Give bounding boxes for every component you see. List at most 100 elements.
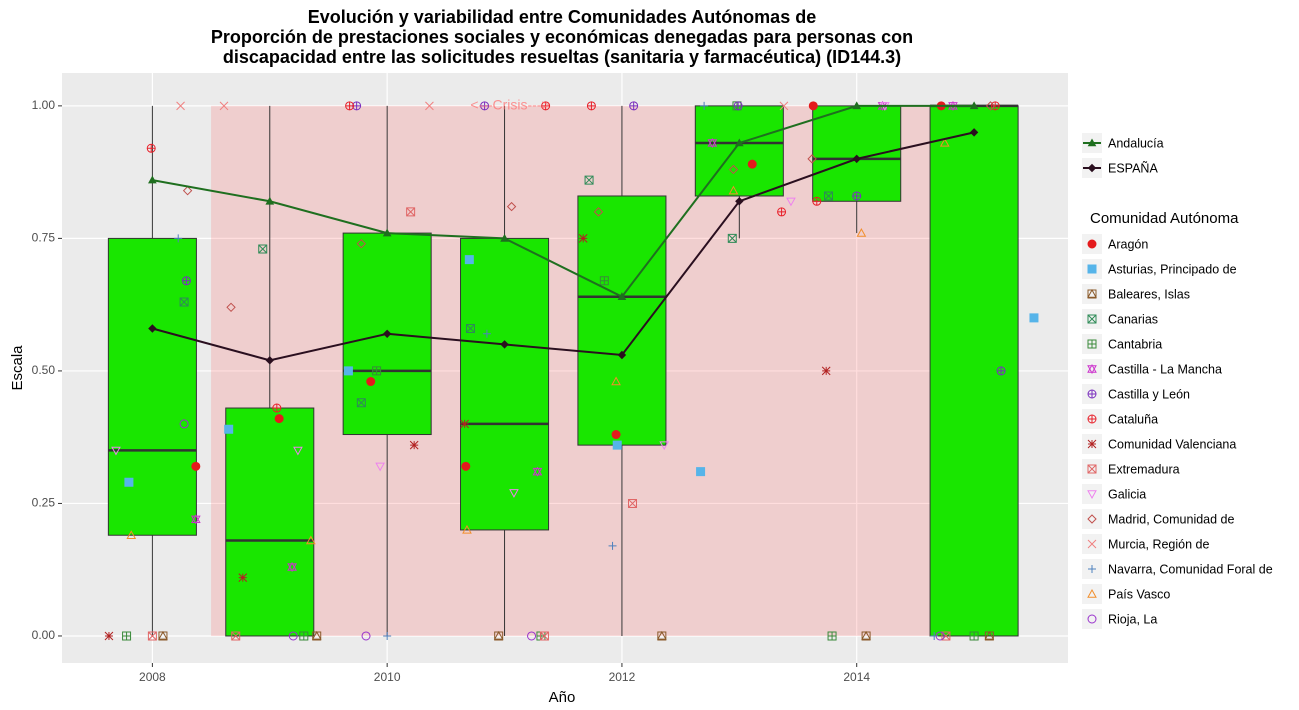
point <box>629 101 639 111</box>
legend-symbol <box>1087 264 1097 274</box>
point <box>734 138 744 147</box>
point <box>506 201 517 212</box>
chart-title: discapacidad entre las solicitudes resue… <box>223 47 901 67</box>
point <box>122 631 132 641</box>
point <box>288 631 298 641</box>
legend-label: Comunidad Valenciana <box>1108 437 1236 451</box>
point <box>824 191 834 201</box>
point <box>728 164 739 175</box>
point <box>856 228 867 237</box>
legend-label: Andalucía <box>1108 136 1164 150</box>
point <box>1029 313 1039 323</box>
point <box>527 631 537 641</box>
legend-symbol <box>1087 163 1097 173</box>
legend-symbol <box>1087 614 1097 624</box>
point <box>493 630 504 641</box>
point <box>461 461 471 471</box>
point <box>265 196 275 205</box>
legend-key <box>1082 284 1102 304</box>
point <box>361 631 371 641</box>
box <box>460 237 550 531</box>
crisis-label: <---Crisis---> <box>470 97 549 113</box>
point <box>996 366 1006 376</box>
point <box>707 137 718 149</box>
x-tick-label: 2012 <box>609 670 636 684</box>
legend-symbol <box>1087 464 1097 474</box>
point <box>852 191 862 201</box>
point <box>821 366 831 376</box>
legend-key <box>1082 584 1102 604</box>
legend-symbol <box>1087 389 1097 399</box>
legend-label: Canarias <box>1108 312 1158 326</box>
point <box>735 197 744 206</box>
point <box>482 329 491 338</box>
point <box>460 419 469 429</box>
point <box>226 302 236 313</box>
point <box>375 462 385 472</box>
point <box>747 159 757 169</box>
point <box>181 276 191 286</box>
legend-symbol <box>1087 288 1097 299</box>
legend-symbol <box>1087 539 1097 549</box>
legend-label: Cataluña <box>1108 412 1158 426</box>
point <box>148 175 157 184</box>
box <box>225 407 315 637</box>
point <box>299 631 309 641</box>
point <box>578 234 588 243</box>
x-tick-label: 2008 <box>139 670 166 684</box>
point <box>104 631 114 641</box>
point <box>366 377 376 387</box>
legend-key <box>1082 609 1102 629</box>
point <box>500 340 509 349</box>
y-tick-label: 0.00 <box>32 628 56 642</box>
legend-label: Galicia <box>1108 487 1146 501</box>
point <box>852 101 862 110</box>
point <box>406 207 416 217</box>
point <box>608 541 617 550</box>
point <box>532 466 543 477</box>
point <box>464 255 474 265</box>
legend-key <box>1082 509 1102 529</box>
point <box>617 350 627 360</box>
point <box>807 154 817 164</box>
legend-label: País Vasco <box>1108 587 1170 601</box>
point <box>146 143 156 153</box>
legend-symbol <box>1087 439 1097 449</box>
point <box>627 498 637 508</box>
point <box>158 630 168 641</box>
point <box>500 233 509 242</box>
point <box>466 324 476 334</box>
point <box>509 489 519 498</box>
point <box>599 276 609 286</box>
point <box>852 154 861 164</box>
point <box>372 366 382 376</box>
point <box>258 244 268 254</box>
legend-label: Asturias, Principado de <box>1108 262 1237 276</box>
point <box>480 101 490 111</box>
point <box>593 207 604 217</box>
point <box>274 414 284 424</box>
point <box>190 514 201 525</box>
legend-key <box>1082 484 1102 504</box>
point <box>409 440 419 450</box>
legend-symbol <box>1087 339 1097 349</box>
point <box>969 101 979 110</box>
legend-symbol <box>1087 314 1097 324</box>
point <box>272 403 282 413</box>
point <box>611 430 621 440</box>
chart-title: Proporción de prestaciones sociales y ec… <box>211 27 913 47</box>
point <box>287 562 297 573</box>
point <box>147 631 157 641</box>
point <box>985 101 996 111</box>
point <box>808 101 818 111</box>
y-tick-label: 0.50 <box>32 363 56 377</box>
point <box>777 207 787 217</box>
y-tick-label: 0.25 <box>32 496 56 510</box>
point <box>306 535 316 545</box>
point <box>541 101 551 111</box>
y-axis-title: Escala <box>9 345 26 391</box>
point <box>191 461 201 471</box>
point <box>124 477 134 487</box>
legend-symbol <box>1087 490 1097 500</box>
point <box>728 185 739 195</box>
